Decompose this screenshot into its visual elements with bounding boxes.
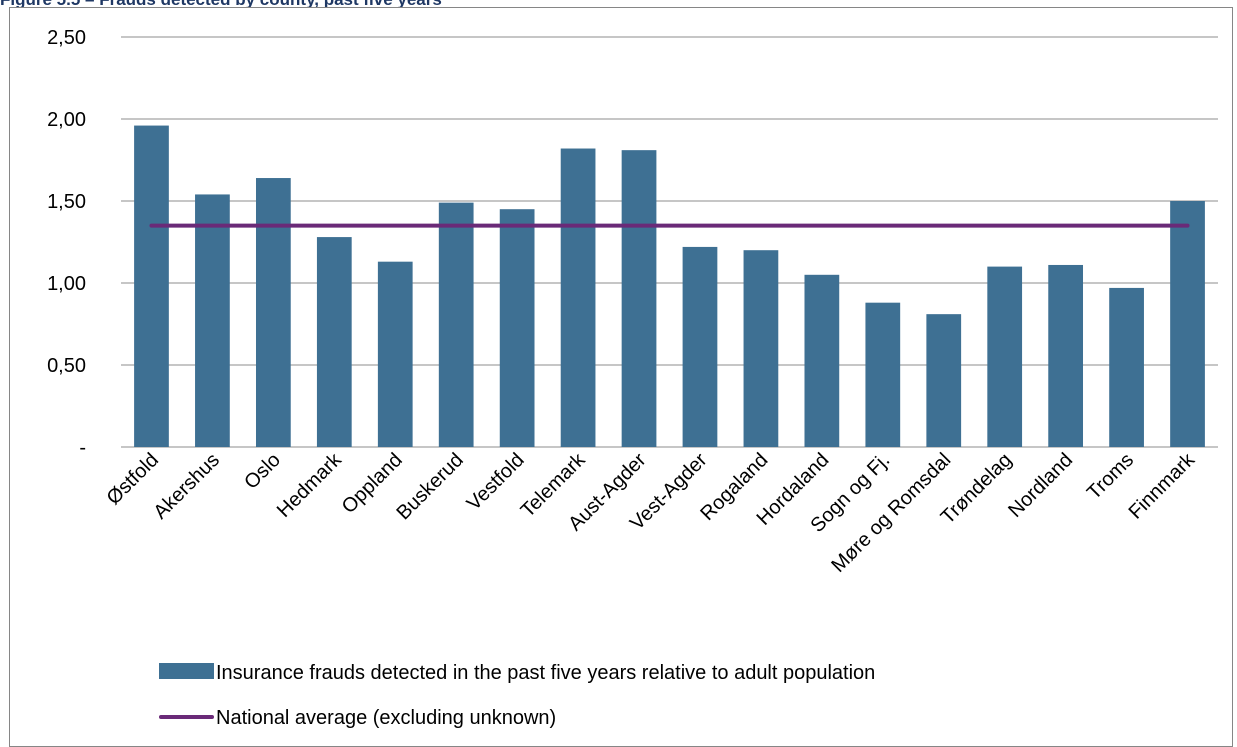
y-axis-ticks: - 0,50 1,00 1,50 2,00 2,50 [47,27,86,459]
legend-bar-swatch [159,663,214,679]
x-tick-label: Buskerud [392,449,467,524]
bar-østfold [134,125,169,447]
bar-trøndelag [987,266,1023,447]
bar-møre-og-romsdal [926,314,962,447]
gridlines [121,36,1218,448]
bar-aust-agder [621,150,657,447]
bar-vestfold [499,209,535,447]
y-tick-label: 1,00 [47,273,86,295]
bar-rogaland [743,250,779,447]
x-tick-label: Troms [1083,449,1138,504]
bar-oppland [377,261,413,447]
y-tick-label: 2,50 [47,27,86,49]
figure-caption: Figure 5.5 – Frauds detected by county, … [0,0,1237,9]
x-tick-label: Hedmark [273,448,347,522]
y-tick-label: 2,00 [47,109,86,131]
y-tick-label: 0,50 [47,355,86,377]
x-tick-label: Østfold [103,449,163,509]
x-tick-label: Oslo [240,449,285,494]
bar-nordland [1048,264,1084,447]
bar-telemark [560,148,596,447]
bar-hedmark [316,237,352,447]
legend-bar-label: Insurance frauds detected in the past fi… [216,662,875,684]
legend-line-label: National average (excluding unknown) [216,707,556,729]
x-tick-label: Finnmark [1125,448,1200,523]
bar-oslo [255,178,291,448]
legend: Insurance frauds detected in the past fi… [159,662,875,729]
y-tick-label: 1,50 [47,191,86,213]
bar-sogn-og-fj- [865,302,901,447]
bar-troms [1109,287,1144,447]
bar-hordaland [804,274,840,447]
x-tick-label: Nordland [1004,449,1077,522]
y-tick-label: - [79,437,86,459]
bar-akershus [195,194,230,447]
bar-buskerud [438,202,474,447]
x-tick-label: Akershus [149,449,224,524]
bar-finnmark [1170,201,1205,447]
bar-vest-agder [682,246,718,447]
bars [134,125,1205,448]
